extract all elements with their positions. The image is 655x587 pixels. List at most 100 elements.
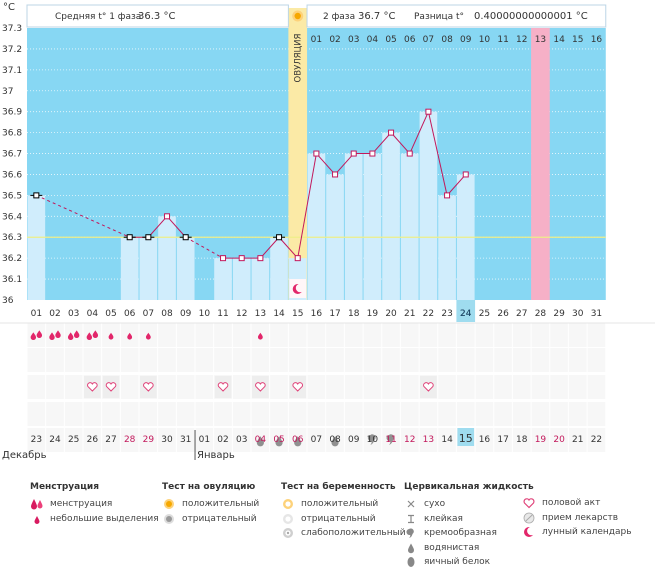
- y-tick-label: 36: [2, 296, 14, 306]
- phase2-day-label: 03: [348, 35, 359, 45]
- legend-title: Цервикальная жидкость: [404, 482, 534, 492]
- temperature-point: [332, 171, 339, 178]
- symbol-cell: [400, 348, 419, 372]
- temperature-point: [182, 234, 189, 241]
- symbol-cell: [83, 323, 102, 347]
- diff-value: 0.40000000000001 °C: [474, 11, 588, 22]
- date-label: 23: [31, 435, 42, 445]
- symbol-cell: [195, 402, 214, 426]
- moon-icon: [524, 526, 536, 538]
- legend-cervical: Цервикальная жидкость сухо клейкая кремо…: [404, 482, 534, 570]
- spotting-icon: [145, 332, 151, 340]
- legend-title: Тест на беременность: [281, 482, 396, 492]
- cycle-day-label: 22: [423, 309, 434, 319]
- date-label: 25: [68, 435, 79, 445]
- temperature-point: [388, 129, 395, 136]
- date-label: 29: [143, 435, 155, 445]
- current-day-cell: [456, 300, 476, 322]
- month-label: Декабрь: [2, 450, 47, 461]
- symbol-cell: [363, 348, 382, 372]
- legend-item: положительный: [162, 497, 259, 512]
- menstruation-icon: [67, 332, 74, 341]
- symbol-cell: [195, 375, 214, 399]
- symbol-cell: [512, 323, 531, 347]
- date-label: 11: [385, 435, 396, 445]
- legend-item: кремообразная: [404, 526, 534, 541]
- cycle-day-label: 10: [199, 309, 211, 319]
- symbol-cell: [270, 375, 288, 399]
- symbol-cell: [438, 348, 456, 372]
- today-date-cell: [457, 428, 475, 446]
- drop-icon: [34, 515, 40, 524]
- symbol-cell: [400, 323, 419, 347]
- temperature-line: [316, 153, 336, 175]
- symbol-cell: [83, 428, 102, 452]
- phase2-day-label: 05: [385, 35, 396, 45]
- symbol-cell: [176, 375, 195, 399]
- symbol-cell: [382, 375, 400, 399]
- symbol-cell: [270, 348, 288, 372]
- legend-item: прием лекарств: [522, 511, 632, 526]
- symbol-cell: [550, 323, 568, 347]
- phase2-day-label: 06: [404, 35, 416, 45]
- temperature-bar: [139, 237, 158, 300]
- symbol-cell: [307, 323, 326, 347]
- watery-icon: [294, 436, 302, 447]
- symbol-cell: [139, 348, 158, 372]
- moon-cut: [295, 283, 305, 293]
- symbol-cell: [176, 402, 195, 426]
- watery-icon: [275, 436, 283, 447]
- symbol-cell: [232, 428, 251, 452]
- negative-test-icon: [283, 513, 293, 524]
- cycle-day-label: 03: [68, 309, 79, 319]
- y-tick-label: 36.9: [2, 108, 22, 118]
- symbol-cell: [102, 428, 120, 452]
- symbol-cell: [326, 323, 344, 347]
- symbol-cell: [102, 402, 120, 426]
- creamy-icon: [406, 528, 414, 539]
- menstruation-icon: [86, 332, 93, 341]
- symbol-cell: [64, 348, 83, 372]
- symbol-cell: [568, 402, 587, 426]
- symbol-cell: [232, 375, 251, 399]
- diff-label: Разница t°: [414, 12, 464, 22]
- temperature-line: [334, 153, 355, 175]
- temperature-line: [278, 236, 299, 259]
- cycle-day-label: 20: [385, 309, 397, 319]
- heart-icon: [292, 382, 304, 392]
- creamy-icon: [386, 434, 395, 445]
- phase2-day-label: 15: [572, 35, 583, 45]
- phase2-value: 36.7 °C: [358, 11, 395, 22]
- gray-sun-icon: [164, 513, 174, 524]
- symbol-cell: [456, 375, 475, 399]
- cycle-day-label: 05: [105, 309, 116, 319]
- symbol-cell: [382, 402, 400, 426]
- phase2-day-label: 01: [311, 35, 322, 45]
- temperature-point: [294, 255, 301, 262]
- symbol-cell: [288, 348, 307, 372]
- symbol-cell: [139, 402, 158, 426]
- legend-item: небольшие выделения: [30, 512, 159, 527]
- phase2-day-label: 12: [516, 35, 527, 45]
- date-label: 20: [553, 435, 565, 445]
- symbol-cell: [120, 348, 139, 372]
- sticky-icon: [408, 514, 414, 523]
- cycle-day-label: 07: [143, 309, 154, 319]
- symbol-cell: [344, 428, 363, 452]
- date-label: 12: [404, 435, 415, 445]
- symbol-cell: [64, 323, 83, 347]
- symbol-cell: [344, 348, 363, 372]
- date-label: 31: [180, 435, 191, 445]
- symbol-cell: [550, 402, 568, 426]
- temperature-bar: [419, 111, 438, 300]
- symbol-cell: [512, 348, 531, 372]
- menstruation-icon: [30, 332, 37, 341]
- symbol-cell: [214, 348, 232, 372]
- symbol-cell: [344, 375, 363, 399]
- cycle-day-label: 27: [516, 309, 527, 319]
- date-label: 30: [161, 435, 173, 445]
- symbol-cell: [531, 348, 550, 372]
- symbol-cell: [214, 323, 232, 347]
- ovulation-column: [288, 8, 308, 300]
- watery-icon: [331, 436, 339, 447]
